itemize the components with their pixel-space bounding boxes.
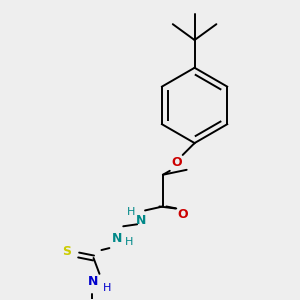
Text: N: N: [88, 275, 99, 288]
Text: H: H: [125, 237, 134, 247]
Text: O: O: [177, 208, 188, 221]
Text: S: S: [62, 244, 71, 258]
Text: H: H: [103, 283, 112, 293]
Text: H: H: [127, 207, 135, 218]
Text: N: N: [112, 232, 122, 245]
Text: O: O: [171, 156, 182, 170]
Text: N: N: [136, 214, 146, 227]
